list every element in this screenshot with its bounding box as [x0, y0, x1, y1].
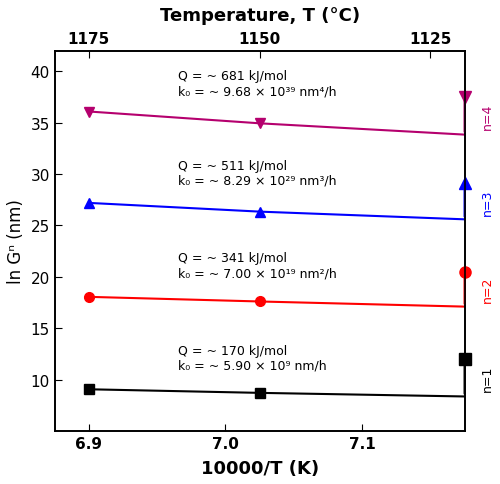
X-axis label: 10000/T (K): 10000/T (K): [200, 459, 318, 477]
Text: Q = ~ 681 kJ/mol
k₀ = ~ 9.68 × 10³⁹ nm⁴/h: Q = ~ 681 kJ/mol k₀ = ~ 9.68 × 10³⁹ nm⁴/…: [178, 70, 336, 98]
Text: n=2: n=2: [481, 276, 494, 302]
Y-axis label: ln Gⁿ (nm): ln Gⁿ (nm): [7, 199, 25, 284]
Text: n=3: n=3: [481, 189, 494, 215]
X-axis label: Temperature, T (°C): Temperature, T (°C): [160, 7, 360, 25]
Text: Q = ~ 511 kJ/mol
k₀ = ~ 8.29 × 10²⁹ nm³/h: Q = ~ 511 kJ/mol k₀ = ~ 8.29 × 10²⁹ nm³/…: [178, 159, 336, 187]
Text: Q = ~ 170 kJ/mol
k₀ = ~ 5.90 × 10⁹ nm/h: Q = ~ 170 kJ/mol k₀ = ~ 5.90 × 10⁹ nm/h: [178, 344, 326, 372]
Text: n=1: n=1: [481, 365, 494, 391]
Text: Q = ~ 341 kJ/mol
k₀ = ~ 7.00 × 10¹⁹ nm²/h: Q = ~ 341 kJ/mol k₀ = ~ 7.00 × 10¹⁹ nm²/…: [178, 252, 336, 280]
Text: n=4: n=4: [481, 104, 494, 130]
